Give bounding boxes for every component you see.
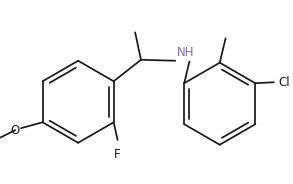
Text: O: O — [11, 124, 20, 137]
Text: Cl: Cl — [279, 76, 290, 89]
Text: NH: NH — [177, 46, 195, 59]
Text: F: F — [114, 148, 121, 161]
